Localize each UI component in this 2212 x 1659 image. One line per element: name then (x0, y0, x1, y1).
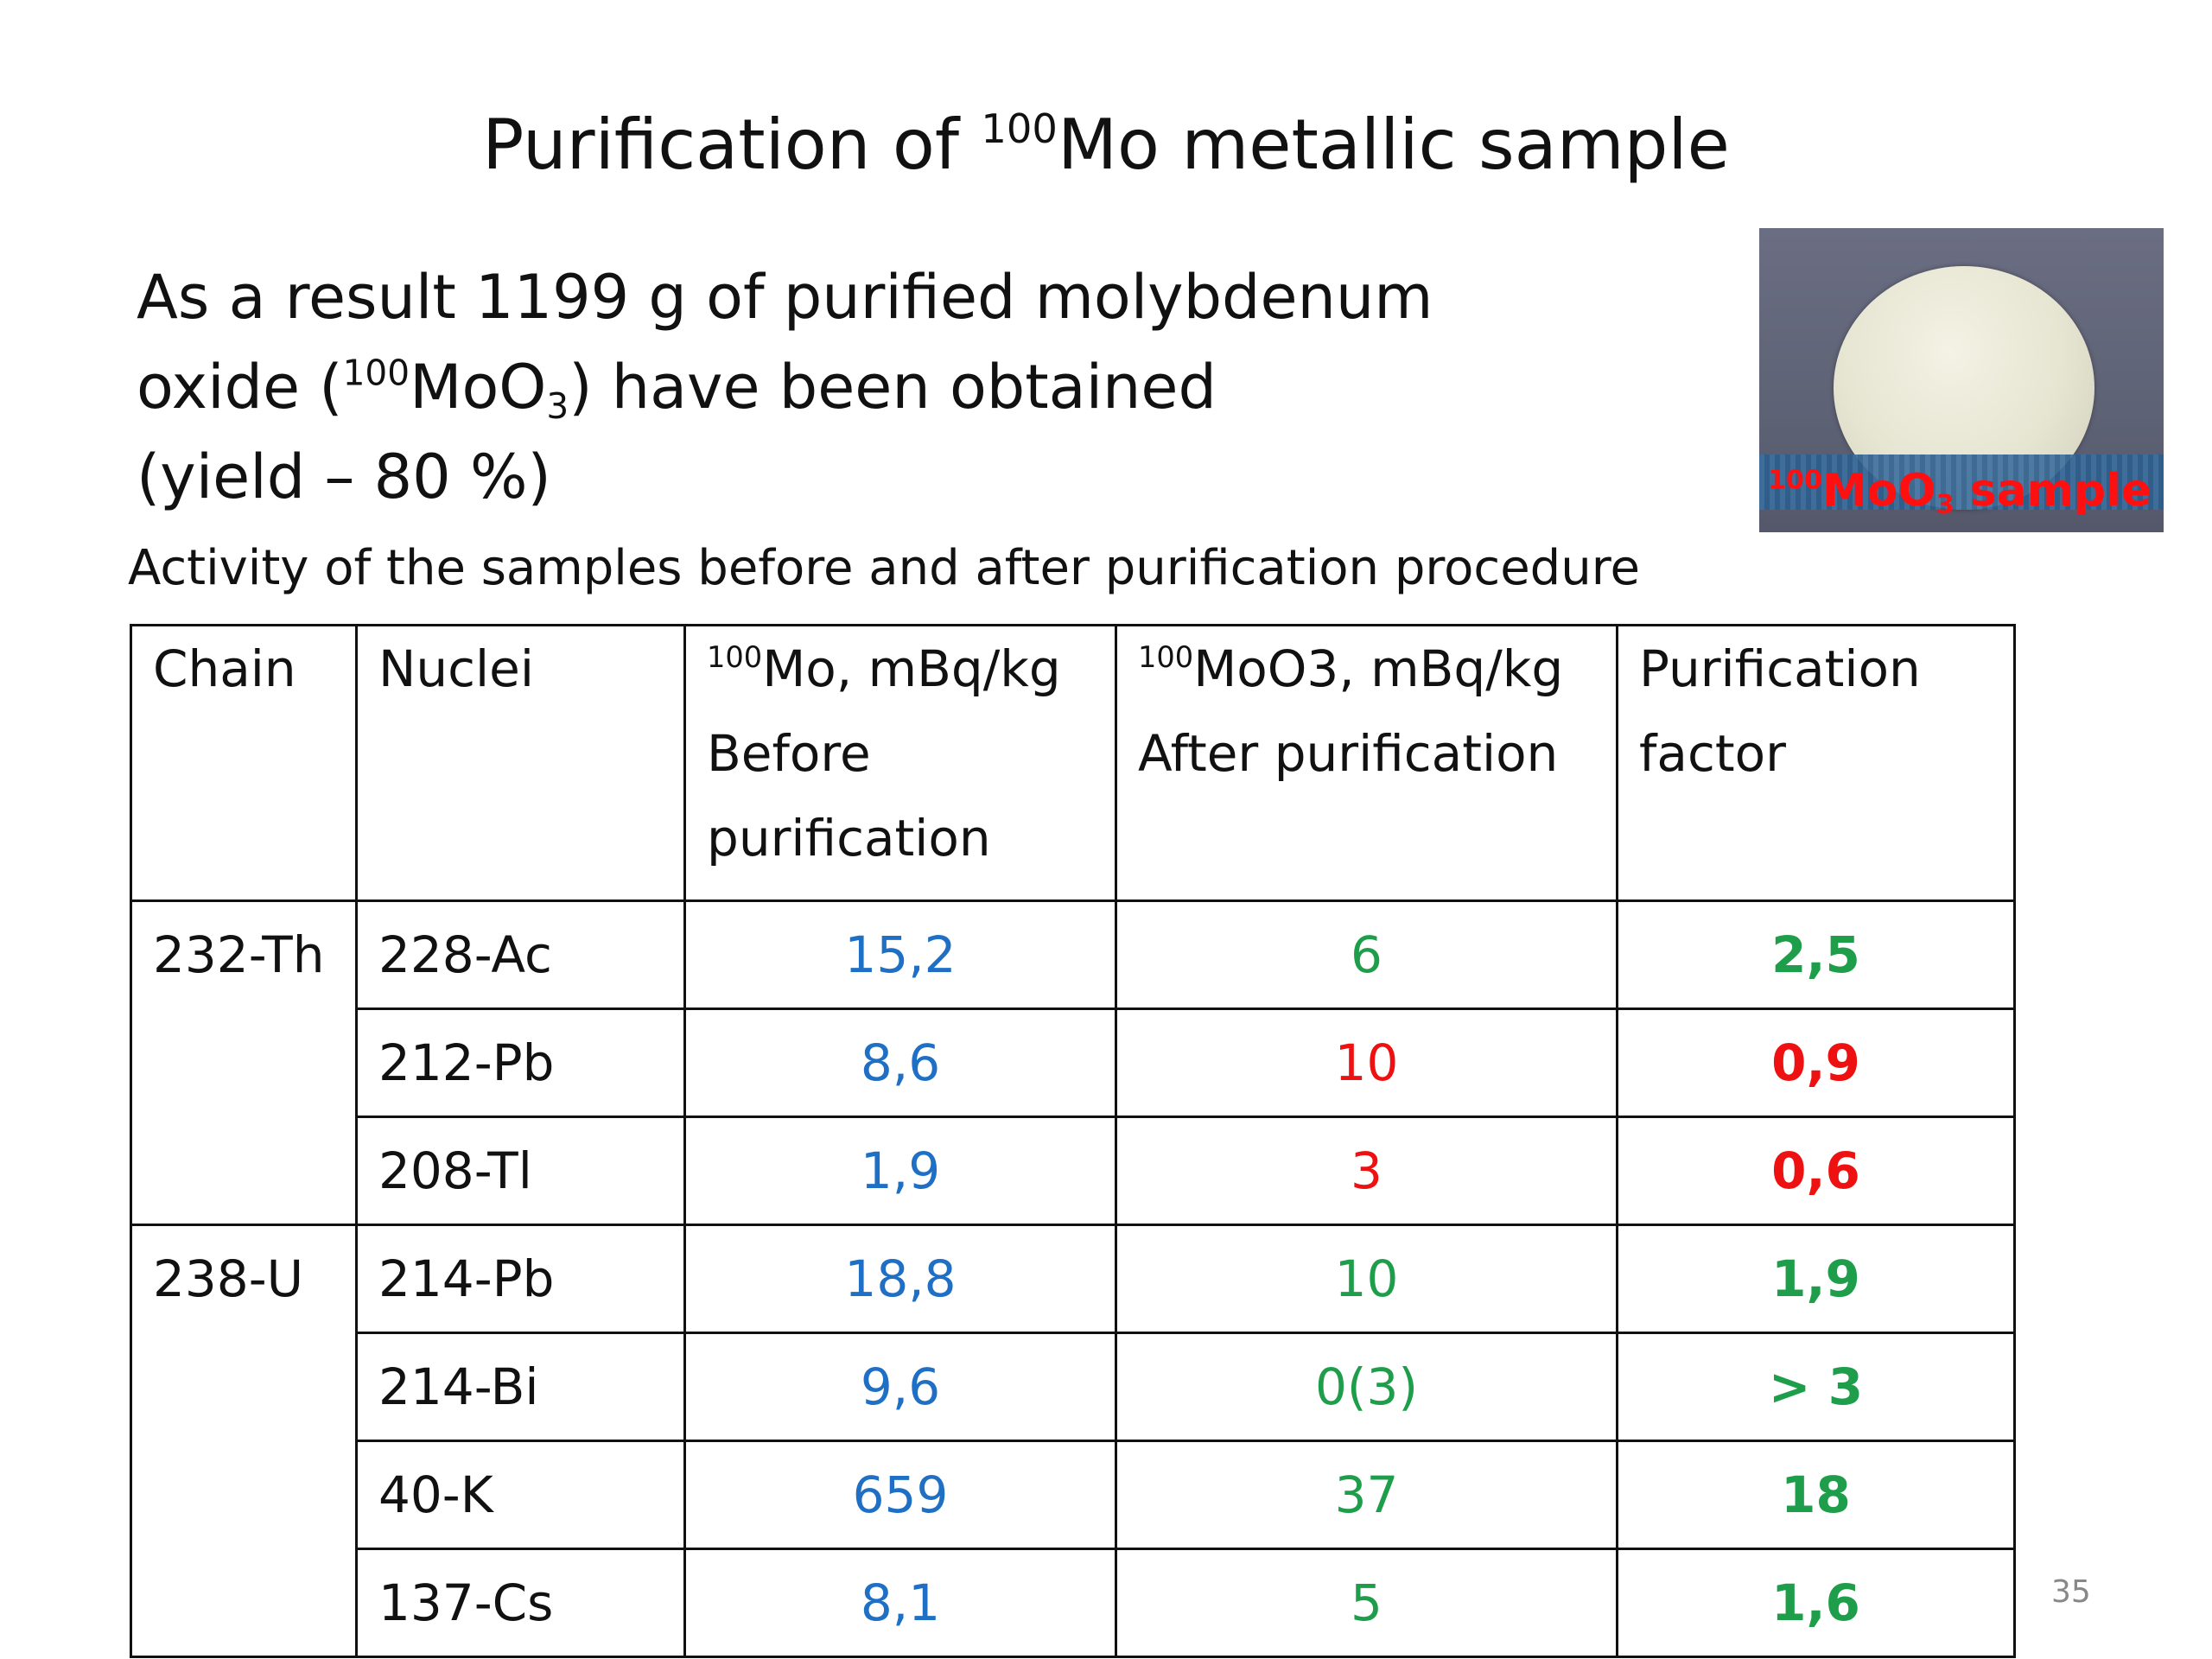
photo-label: 100MoO3 sample (1768, 465, 2152, 521)
table-caption: Activity of the samples before and after… (128, 540, 1640, 596)
factor-cell: 1,9 (1616, 1224, 2016, 1334)
before-cell: 659 (683, 1440, 1117, 1550)
table-row: 214-Bi 9,6 0(3) > 3 (131, 1332, 2016, 1442)
nuclei-cell: 137-Cs (355, 1548, 686, 1658)
activity-table: Chain Nuclei 100Mo, mBq/kg Before purifi… (130, 624, 2016, 1658)
before-cell: 18,8 (683, 1224, 1117, 1334)
table-row: 232-Th 228-Ac 15,2 6 2,5 (130, 899, 2016, 1226)
nuclei-cell: 208-Tl (355, 1116, 686, 1226)
header-chain: Chain (130, 624, 358, 902)
table-row: 208-Tl 1,9 3 0,6 (131, 1116, 2016, 1226)
header-after: 100MoO3, mBq/kg After purification (1115, 624, 1618, 902)
table-row: 40-K 659 37 18 (131, 1440, 2016, 1550)
after-cell: 37 (1115, 1440, 1618, 1550)
before-cell: 15,2 (683, 899, 1117, 1010)
after-cell: 5 (1115, 1548, 1618, 1658)
table-row: 238-U 214-Pb 18,8 10 1,9 (130, 1224, 2016, 1658)
before-cell: 1,9 (683, 1116, 1117, 1226)
result-line-3: (yield – 80 %) (137, 442, 551, 512)
header-before: 100Mo, mBq/kg Before purification (683, 624, 1117, 902)
before-cell: 8,1 (683, 1548, 1117, 1658)
after-cell: 0(3) (1115, 1332, 1618, 1442)
chain-cell: 238-U (130, 1224, 358, 1658)
nuclei-cell: 214-Bi (355, 1332, 686, 1442)
factor-cell: 1,6 (1616, 1548, 2016, 1658)
result-line-2: oxide (100MoO3) have been obtained (137, 352, 1217, 428)
chain-cell: 232-Th (130, 899, 358, 1226)
moo3-sample-photo: 100MoO3 sample (1759, 228, 2164, 532)
factor-cell: 0,9 (1616, 1007, 2016, 1118)
ruler (1759, 454, 2164, 510)
nuclei-cell: 40-K (355, 1440, 686, 1550)
result-text: As a result 1199 g of purified molybdenu… (137, 252, 1433, 522)
nuclei-cell: 228-Ac (355, 899, 686, 1010)
after-cell: 3 (1115, 1116, 1618, 1226)
factor-cell: 18 (1616, 1440, 2016, 1550)
slide-title: Purification of 100Mo metallic sample (482, 105, 1730, 185)
after-cell: 6 (1115, 899, 1618, 1010)
factor-cell: 2,5 (1616, 899, 2016, 1010)
after-cell: 10 (1115, 1224, 1618, 1334)
header-nuclei: Nuclei (355, 624, 686, 902)
factor-cell: > 3 (1616, 1332, 2016, 1442)
after-cell: 10 (1115, 1007, 1618, 1118)
factor-cell: 0,6 (1616, 1116, 2016, 1226)
table-row: 212-Pb 8,6 10 0,9 (131, 1007, 2016, 1118)
table-header-row: Chain Nuclei 100Mo, mBq/kg Before purifi… (130, 624, 2016, 902)
table-row: 137-Cs 8,1 5 1,6 (131, 1548, 2016, 1658)
result-line-1: As a result 1199 g of purified molybdenu… (137, 262, 1433, 333)
nuclei-cell: 214-Pb (355, 1224, 686, 1334)
page-number: 35 (2051, 1574, 2091, 1610)
before-cell: 8,6 (683, 1007, 1117, 1118)
nuclei-cell: 212-Pb (355, 1007, 686, 1118)
before-cell: 9,6 (683, 1332, 1117, 1442)
header-factor: Purification factor (1616, 624, 2016, 902)
